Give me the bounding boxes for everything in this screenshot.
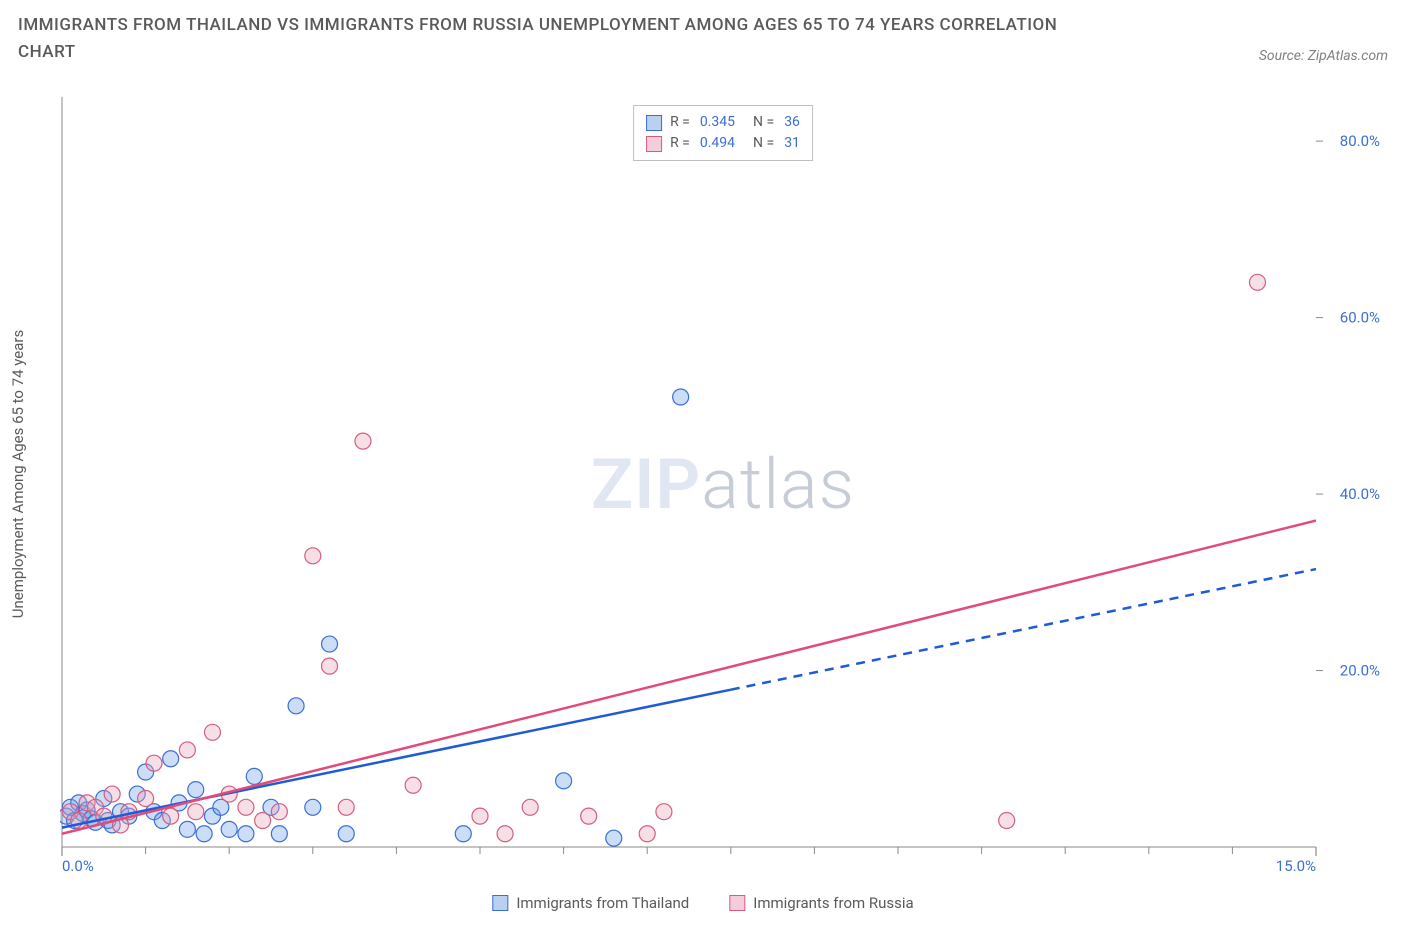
svg-text:80.0%: 80.0%: [1340, 132, 1380, 150]
correlation-legend: R =0.345N = 36R =0.494N = 31: [633, 105, 813, 161]
legend-swatch: [492, 895, 508, 911]
svg-text:20.0%: 20.0%: [1340, 662, 1380, 680]
svg-text:0.0%: 0.0%: [62, 857, 94, 875]
legend-swatch: [646, 115, 662, 131]
svg-text:60.0%: 60.0%: [1340, 309, 1380, 327]
legend-swatch: [646, 136, 662, 152]
series-legend: Immigrants from Thailand Immigrants from …: [492, 894, 913, 912]
legend-swatch: [729, 895, 745, 911]
legend-item: Immigrants from Thailand: [492, 894, 689, 912]
svg-text:40.0%: 40.0%: [1340, 485, 1380, 503]
legend-row: R =0.345N = 36: [646, 112, 800, 133]
legend-label: Immigrants from Russia: [753, 894, 913, 912]
scatter-chart: 0.0% 15.0% 20.0% 40.0% 60.0% 80.0%: [60, 95, 1386, 875]
y-axis-label: Unemployment Among Ages 65 to 74 years: [9, 330, 27, 618]
legend-label: Immigrants from Thailand: [516, 894, 689, 912]
source-label: Source: ZipAtlas.com: [1259, 48, 1388, 64]
legend-item: Immigrants from Russia: [729, 894, 913, 912]
chart-title: IMMIGRANTS FROM THAILAND VS IMMIGRANTS F…: [18, 12, 1118, 66]
svg-text:15.0%: 15.0%: [1276, 857, 1316, 875]
legend-row: R =0.494N = 31: [646, 133, 800, 154]
plot-area: ZIPatlas R =0.345N = 36R =0.494N = 31 0.…: [60, 95, 1386, 875]
